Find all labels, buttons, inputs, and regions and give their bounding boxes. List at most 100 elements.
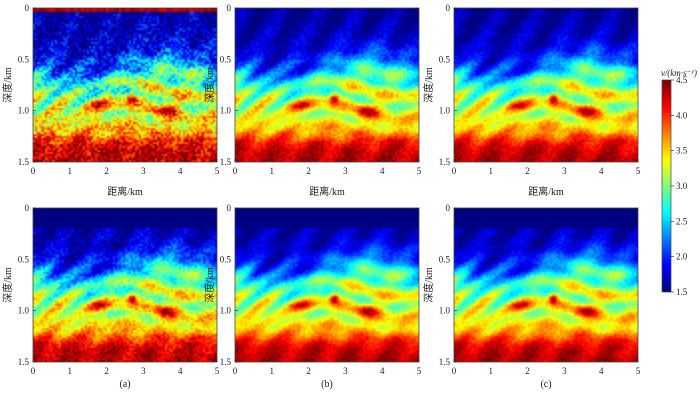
heatmap-image-a [33, 8, 217, 162]
x-tick-label: 4 [380, 366, 385, 376]
x-tick-label: 3 [562, 166, 567, 176]
colorbar-tick-label: 3.0 [676, 181, 688, 191]
y-tick-label: 0 [227, 3, 232, 13]
x-axis-label: 距离/km [528, 185, 564, 198]
x-tick-label: 3 [343, 366, 348, 376]
x-tick-label: 2 [104, 166, 109, 176]
x-axis-label: 距离/km [107, 185, 143, 198]
colorbar: 1.5 2.0 2.5 3.0 3.5 4.0 4.5v/(km·s⁻¹) [661, 68, 697, 297]
x-tick-label: 4 [178, 166, 183, 176]
y-axis-label: 深度/km [203, 267, 216, 303]
x-tick-label: 3 [141, 366, 146, 376]
colorbar-gradient [662, 80, 671, 292]
x-tick-label: 1 [270, 366, 275, 376]
y-tick-label: 0.5 [220, 254, 232, 264]
panel-d: 0 1 2 3 4 5 0 0.5 1.0 1.5 深度/km (a) [1, 203, 220, 390]
plot-frame-b [234, 7, 420, 163]
x-tick-label: 1 [68, 366, 73, 376]
y-axis-label: 深度/km [203, 67, 216, 103]
x-tick-label: 3 [343, 166, 348, 176]
panel-caption: (b) [321, 379, 333, 390]
heatmap-image-f [454, 208, 638, 362]
y-tick-label: 1.0 [220, 306, 232, 316]
panel-a: 0 1 2 3 4 5 0 0.5 1.0 1.5 深度/km 距离/km [1, 3, 220, 198]
y-tick-label: 1.0 [18, 306, 30, 316]
heatmap-image-d [33, 208, 217, 362]
y-tick-label: 1.0 [220, 106, 232, 116]
x-tick-label: 3 [562, 366, 567, 376]
x-tick-label: 1 [270, 166, 275, 176]
colorbar-tick-label: 4.0 [676, 110, 688, 120]
colorbar-tick-label: 2.0 [676, 252, 688, 262]
x-tick-label: 0 [31, 166, 36, 176]
x-tick-label: 2 [525, 366, 530, 376]
colorbar-tick-label: 4.5 [676, 75, 688, 85]
x-tick-label: 1 [489, 366, 494, 376]
heatmap-image-c [454, 8, 638, 162]
y-tick-label: 1.5 [220, 157, 232, 167]
x-tick-label: 5 [215, 166, 220, 176]
colorbar-tick-label: 2.5 [676, 216, 688, 226]
x-tick-label: 5 [636, 166, 641, 176]
panel-b: 0 1 2 3 4 5 0 0.5 1.0 1.5 深度/km 距离/km [203, 3, 422, 198]
y-tick-label: 1.5 [439, 357, 451, 367]
colorbar-title: v/(km·s⁻¹) [661, 68, 697, 78]
x-tick-label: 0 [233, 366, 238, 376]
y-tick-label: 1.5 [439, 157, 451, 167]
y-tick-label: 1.0 [439, 306, 451, 316]
x-tick-label: 4 [380, 166, 385, 176]
x-tick-label: 5 [636, 366, 641, 376]
x-tick-label: 0 [233, 166, 238, 176]
colorbar-tick-label: 1.5 [676, 287, 688, 297]
x-tick-label: 0 [31, 366, 36, 376]
y-tick-label: 0.5 [439, 54, 451, 64]
panel-caption: (a) [119, 379, 130, 390]
x-tick-label: 2 [306, 366, 311, 376]
y-tick-label: 0.5 [18, 54, 30, 64]
x-tick-label: 0 [452, 366, 457, 376]
x-tick-label: 5 [215, 366, 220, 376]
x-tick-label: 5 [417, 366, 422, 376]
x-tick-label: 2 [525, 166, 530, 176]
plot-frame-a [32, 7, 218, 163]
y-tick-label: 1.0 [439, 106, 451, 116]
y-axis-label: 深度/km [422, 267, 435, 303]
x-tick-label: 4 [599, 366, 604, 376]
x-axis-label: 距离/km [309, 185, 345, 198]
x-tick-label: 3 [141, 166, 146, 176]
y-tick-label: 1.5 [220, 357, 232, 367]
heatmap-image-e [235, 208, 419, 362]
y-axis-label: 深度/km [1, 67, 14, 103]
y-tick-label: 0 [25, 3, 30, 13]
y-axis-label: 深度/km [1, 267, 14, 303]
panel-caption: (c) [540, 379, 551, 390]
y-tick-label: 1.5 [18, 157, 30, 167]
y-tick-label: 0.5 [18, 254, 30, 264]
heatmap-image-b [235, 8, 419, 162]
plot-frame-f [453, 207, 639, 363]
x-tick-label: 5 [417, 166, 422, 176]
x-tick-label: 1 [489, 166, 494, 176]
panel-c: 0 1 2 3 4 5 0 0.5 1.0 1.5 深度/km 距离/km [422, 3, 641, 198]
x-tick-label: 0 [452, 166, 457, 176]
y-tick-label: 0.5 [439, 254, 451, 264]
x-tick-label: 2 [306, 166, 311, 176]
panel-f: 0 1 2 3 4 5 0 0.5 1.0 1.5 深度/km (c) [422, 203, 641, 390]
y-tick-label: 0 [25, 203, 30, 213]
x-tick-label: 2 [104, 366, 109, 376]
y-tick-label: 1.5 [18, 357, 30, 367]
x-tick-label: 4 [178, 366, 183, 376]
plot-frame-e [234, 207, 420, 363]
colorbar-tick-label: 3.5 [676, 146, 688, 156]
y-tick-label: 1.0 [18, 106, 30, 116]
y-tick-label: 0.5 [220, 54, 232, 64]
y-tick-label: 0 [446, 203, 451, 213]
panel-e: 0 1 2 3 4 5 0 0.5 1.0 1.5 深度/km (b) [203, 203, 422, 390]
y-tick-label: 0 [227, 203, 232, 213]
plot-frame-c [453, 7, 639, 163]
x-tick-label: 1 [68, 166, 73, 176]
y-tick-label: 0 [446, 3, 451, 13]
x-tick-label: 4 [599, 166, 604, 176]
plot-frame-d [32, 207, 218, 363]
